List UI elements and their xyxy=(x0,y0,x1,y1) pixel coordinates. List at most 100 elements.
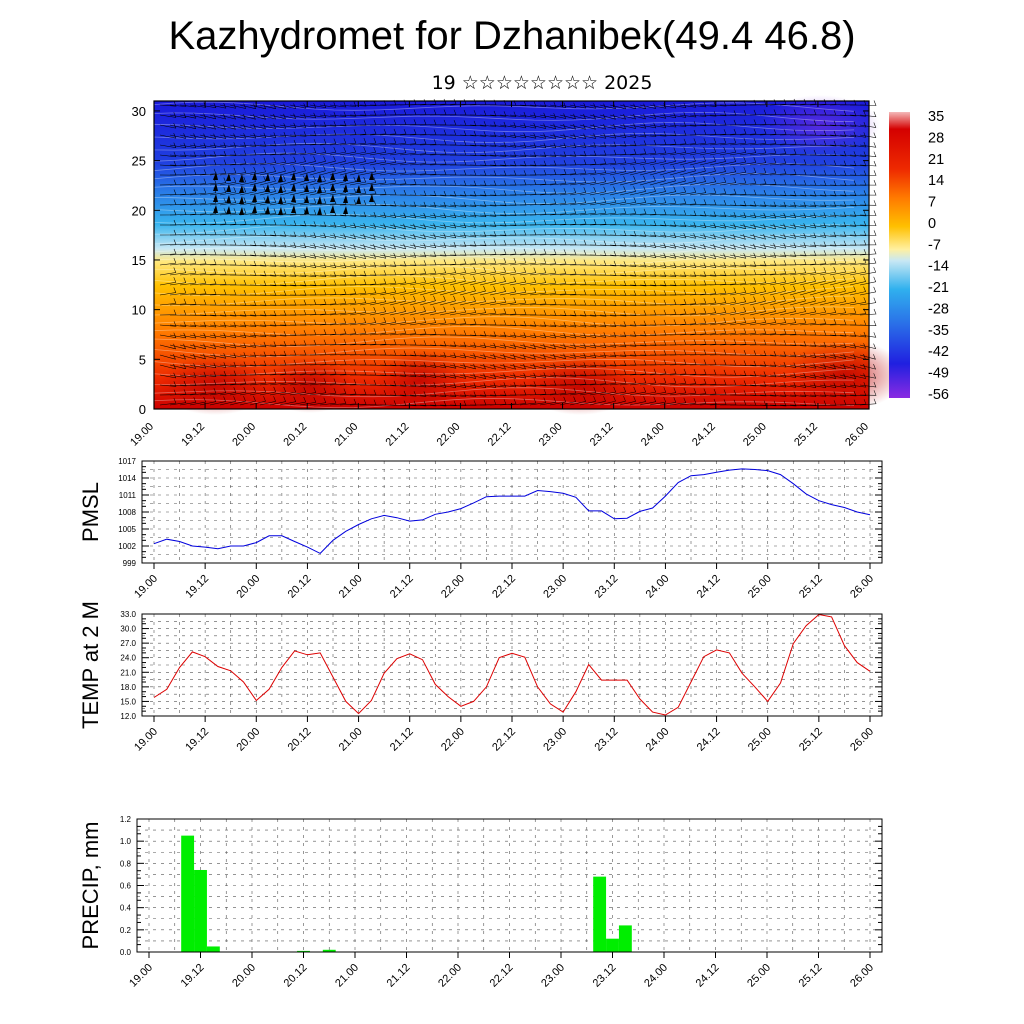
wind-barb xyxy=(419,391,437,397)
wind-barb xyxy=(659,368,677,376)
wind-barb xyxy=(839,286,856,296)
wind-barb xyxy=(219,113,236,120)
wind-barb xyxy=(479,257,497,266)
wind-barb xyxy=(189,219,207,226)
wind-barb xyxy=(259,157,277,166)
wind-barb xyxy=(499,390,517,396)
wind-barb xyxy=(659,243,677,249)
wind-barb xyxy=(699,328,717,336)
wind-barb xyxy=(479,231,497,237)
wind-barb xyxy=(299,102,317,109)
wind-barb xyxy=(329,146,347,156)
wind-barb xyxy=(679,111,697,118)
wind-barb xyxy=(619,157,637,166)
wind-barb xyxy=(719,223,737,229)
wind-barb xyxy=(569,343,587,349)
wind-pennant xyxy=(265,206,270,214)
wind-barb xyxy=(749,252,767,258)
wind-barb xyxy=(299,186,317,196)
wind-barb xyxy=(259,175,276,186)
wind-barb xyxy=(329,156,346,166)
wind-barb xyxy=(559,278,577,286)
wind-barb xyxy=(439,318,457,326)
wind-barb xyxy=(619,386,637,396)
wind-barb xyxy=(509,122,527,129)
wind-barb xyxy=(509,151,527,158)
wind-barb xyxy=(379,147,397,156)
wind-barb xyxy=(769,295,786,306)
wind-barb xyxy=(859,179,877,186)
wind-barb xyxy=(849,248,867,256)
x-tick-label: 23.12 xyxy=(591,962,619,990)
wind-barb xyxy=(839,240,857,246)
wind-barb xyxy=(729,200,747,207)
wind-barb xyxy=(459,211,477,218)
wind-barb xyxy=(299,387,317,396)
wind-barb xyxy=(159,151,177,158)
wind-barb xyxy=(689,378,707,386)
wind-barb xyxy=(569,208,587,216)
wind-barb xyxy=(639,231,657,238)
wind-barb xyxy=(339,349,357,356)
wind-barb xyxy=(659,186,677,196)
wind-barb xyxy=(239,219,257,226)
wind-barb xyxy=(739,201,757,207)
wind-barb xyxy=(259,123,277,129)
wind-barb xyxy=(559,259,577,266)
wind-barb xyxy=(309,280,327,286)
wind-barb xyxy=(539,372,557,378)
precip-bar xyxy=(181,835,195,952)
x-tick-label: 24.12 xyxy=(694,962,722,990)
wind-barb xyxy=(389,381,407,387)
wind-barb xyxy=(569,332,587,339)
wind-barb xyxy=(809,391,827,397)
wind-barb xyxy=(229,321,247,328)
wind-barb xyxy=(459,180,477,186)
wind-barb xyxy=(499,373,517,379)
wind-barb xyxy=(409,361,427,368)
wind-barb xyxy=(239,300,257,306)
wind-barb xyxy=(259,396,276,406)
wind-barb xyxy=(629,175,646,186)
wind-barb xyxy=(389,328,407,336)
wind-barb xyxy=(309,138,327,146)
wind-barb xyxy=(609,197,627,206)
wind-pennant xyxy=(356,174,361,182)
wind-barb xyxy=(589,133,607,139)
wind-barb xyxy=(779,201,797,208)
wind-barb xyxy=(349,176,367,186)
wind-barb xyxy=(749,296,766,306)
wind-barb xyxy=(259,369,277,376)
wind-barb xyxy=(389,178,407,186)
wind-barb xyxy=(769,391,787,397)
wind-barb xyxy=(239,378,257,386)
wind-barb xyxy=(759,268,777,276)
wind-barb xyxy=(659,232,677,238)
wind-barb xyxy=(489,286,506,296)
wind-barb xyxy=(189,133,207,139)
wind-barb xyxy=(599,342,617,348)
wind-barb xyxy=(489,390,507,397)
wind-barb xyxy=(469,285,486,296)
wind-barb xyxy=(589,352,607,358)
wind-barb xyxy=(419,190,437,197)
wind-barb xyxy=(819,120,837,127)
wind-barb xyxy=(549,208,567,216)
wind-barb xyxy=(229,208,247,216)
wind-barb xyxy=(659,253,677,259)
wind-barb xyxy=(459,296,476,306)
wind-barb xyxy=(509,320,527,327)
wind-barb xyxy=(559,268,577,276)
wind-barb xyxy=(679,298,697,306)
wind-barb xyxy=(339,307,357,316)
wind-barb xyxy=(169,160,187,166)
wind-barb xyxy=(609,270,627,277)
wind-barb xyxy=(679,222,697,228)
wind-barb xyxy=(819,150,837,156)
wind-barb xyxy=(439,212,457,219)
wind-barb xyxy=(459,120,477,127)
wind-barb xyxy=(659,377,677,386)
wind-barb xyxy=(449,267,467,276)
wind-barb xyxy=(749,286,766,296)
wind-barb xyxy=(249,341,267,348)
